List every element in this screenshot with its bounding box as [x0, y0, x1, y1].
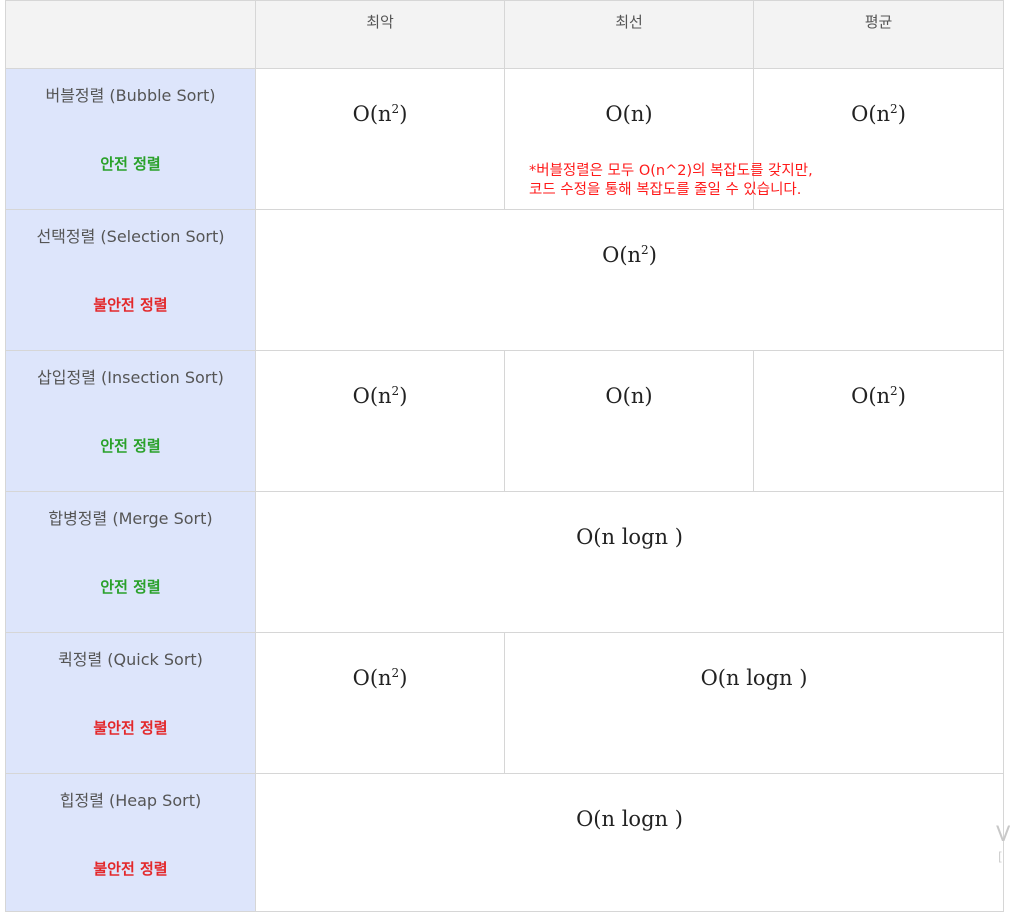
- note-line: *버블정렬은 모두 O(n^2)의 복잡도를 갖지만,: [529, 163, 813, 179]
- stability-label: 안전 정렬: [100, 578, 161, 596]
- complexity-exponent: 2: [391, 384, 400, 398]
- algo-cell: 퀵정렬 (Quick Sort) 불안전 정렬: [5, 632, 256, 774]
- complexity-value: O(n logn ): [576, 525, 683, 549]
- complexity-value: O(n logn ): [576, 807, 683, 831]
- header-best: 최선: [504, 0, 754, 69]
- complexity-exponent: 2: [890, 102, 898, 116]
- algo-name: 힙정렬 (Heap Sort): [59, 791, 202, 810]
- complexity-exponent: 2: [391, 666, 400, 680]
- table-row: 선택정렬 (Selection Sort) 불안전 정렬 O(n2): [5, 209, 1004, 351]
- table-row: 버블정렬 (Bubble Sort) 안전 정렬 O(n2) O(n) O(n2…: [5, 68, 1004, 210]
- header-average: 평균: [753, 0, 1004, 69]
- stability-label: 불안전 정렬: [93, 296, 168, 314]
- stability-label: 안전 정렬: [100, 437, 161, 455]
- complexity-value: O(n: [851, 384, 891, 408]
- note-line: 코드 수정을 통해 복잡도를 줄일 수 있습니다.: [529, 182, 802, 198]
- table-row: 힙정렬 (Heap Sort) 불안전 정렬 O(n logn ): [5, 773, 1004, 912]
- best-cell: O(n): [504, 350, 754, 492]
- table-row: 합병정렬 (Merge Sort) 안전 정렬 O(n logn ): [5, 491, 1004, 633]
- watermark-glyph-small: [: [998, 850, 1003, 864]
- stability-label: 불안전 정렬: [93, 860, 168, 878]
- header-worst: 최악: [255, 0, 505, 69]
- bubble-sort-note: *버블정렬은 모두 O(n^2)의 복잡도를 갖지만, 코드 수정을 통해 복잡…: [529, 162, 813, 200]
- worst-cell: O(n2): [255, 68, 505, 210]
- algo-cell: 합병정렬 (Merge Sort) 안전 정렬: [5, 491, 256, 633]
- complexity-value: O(n): [605, 102, 653, 126]
- stability-label: 불안전 정렬: [93, 719, 168, 737]
- algo-cell: 삽입정렬 (Insection Sort) 안전 정렬: [5, 350, 256, 492]
- algo-cell: 버블정렬 (Bubble Sort) 안전 정렬: [5, 68, 256, 210]
- complexity-value: O(n: [851, 102, 891, 126]
- stability-label: 안전 정렬: [100, 155, 161, 173]
- algo-name: 삽입정렬 (Insection Sort): [37, 368, 224, 387]
- complexity-value: O(n: [352, 384, 392, 408]
- complexity-value: O(n: [602, 243, 642, 267]
- worst-cell: O(n2): [255, 632, 505, 774]
- complexity-exponent: 2: [391, 102, 400, 116]
- complexity-exponent: 2: [890, 384, 898, 398]
- header-corner: [5, 0, 256, 69]
- algo-name: 합병정렬 (Merge Sort): [48, 509, 213, 528]
- table-row: 삽입정렬 (Insection Sort) 안전 정렬 O(n2) O(n) O…: [5, 350, 1004, 492]
- complexity-exponent: 2: [641, 243, 649, 257]
- complexity-value: O(n: [352, 102, 392, 126]
- algo-name: 버블정렬 (Bubble Sort): [45, 86, 216, 105]
- table-row: 퀵정렬 (Quick Sort) 불안전 정렬 O(n2) O(n logn ): [5, 632, 1004, 774]
- avg-cell: O(n2): [753, 68, 1004, 210]
- all-cases-cell: O(n logn ): [255, 773, 1004, 912]
- best-avg-cell: O(n logn ): [504, 632, 1004, 774]
- complexity-value: O(n logn ): [700, 666, 808, 690]
- complexity-value: O(n): [605, 384, 653, 408]
- sort-complexity-table: 최악 최선 평균 버블정렬 (Bubble Sort) 안전 정렬 O(n2) …: [5, 0, 1004, 912]
- complexity-value: O(n: [352, 666, 392, 690]
- worst-cell: O(n2): [255, 350, 505, 492]
- algo-cell: 선택정렬 (Selection Sort) 불안전 정렬: [5, 209, 256, 351]
- header-row: 최악 최선 평균: [5, 0, 1004, 69]
- algo-name: 선택정렬 (Selection Sort): [36, 227, 225, 246]
- algo-name: 퀵정렬 (Quick Sort): [58, 650, 203, 669]
- all-cases-cell: O(n2): [255, 209, 1004, 351]
- best-cell: O(n): [504, 68, 754, 210]
- watermark-glyph: V: [996, 822, 1010, 846]
- avg-cell: O(n2): [753, 350, 1004, 492]
- algo-cell: 힙정렬 (Heap Sort) 불안전 정렬: [5, 773, 256, 912]
- all-cases-cell: O(n logn ): [255, 491, 1004, 633]
